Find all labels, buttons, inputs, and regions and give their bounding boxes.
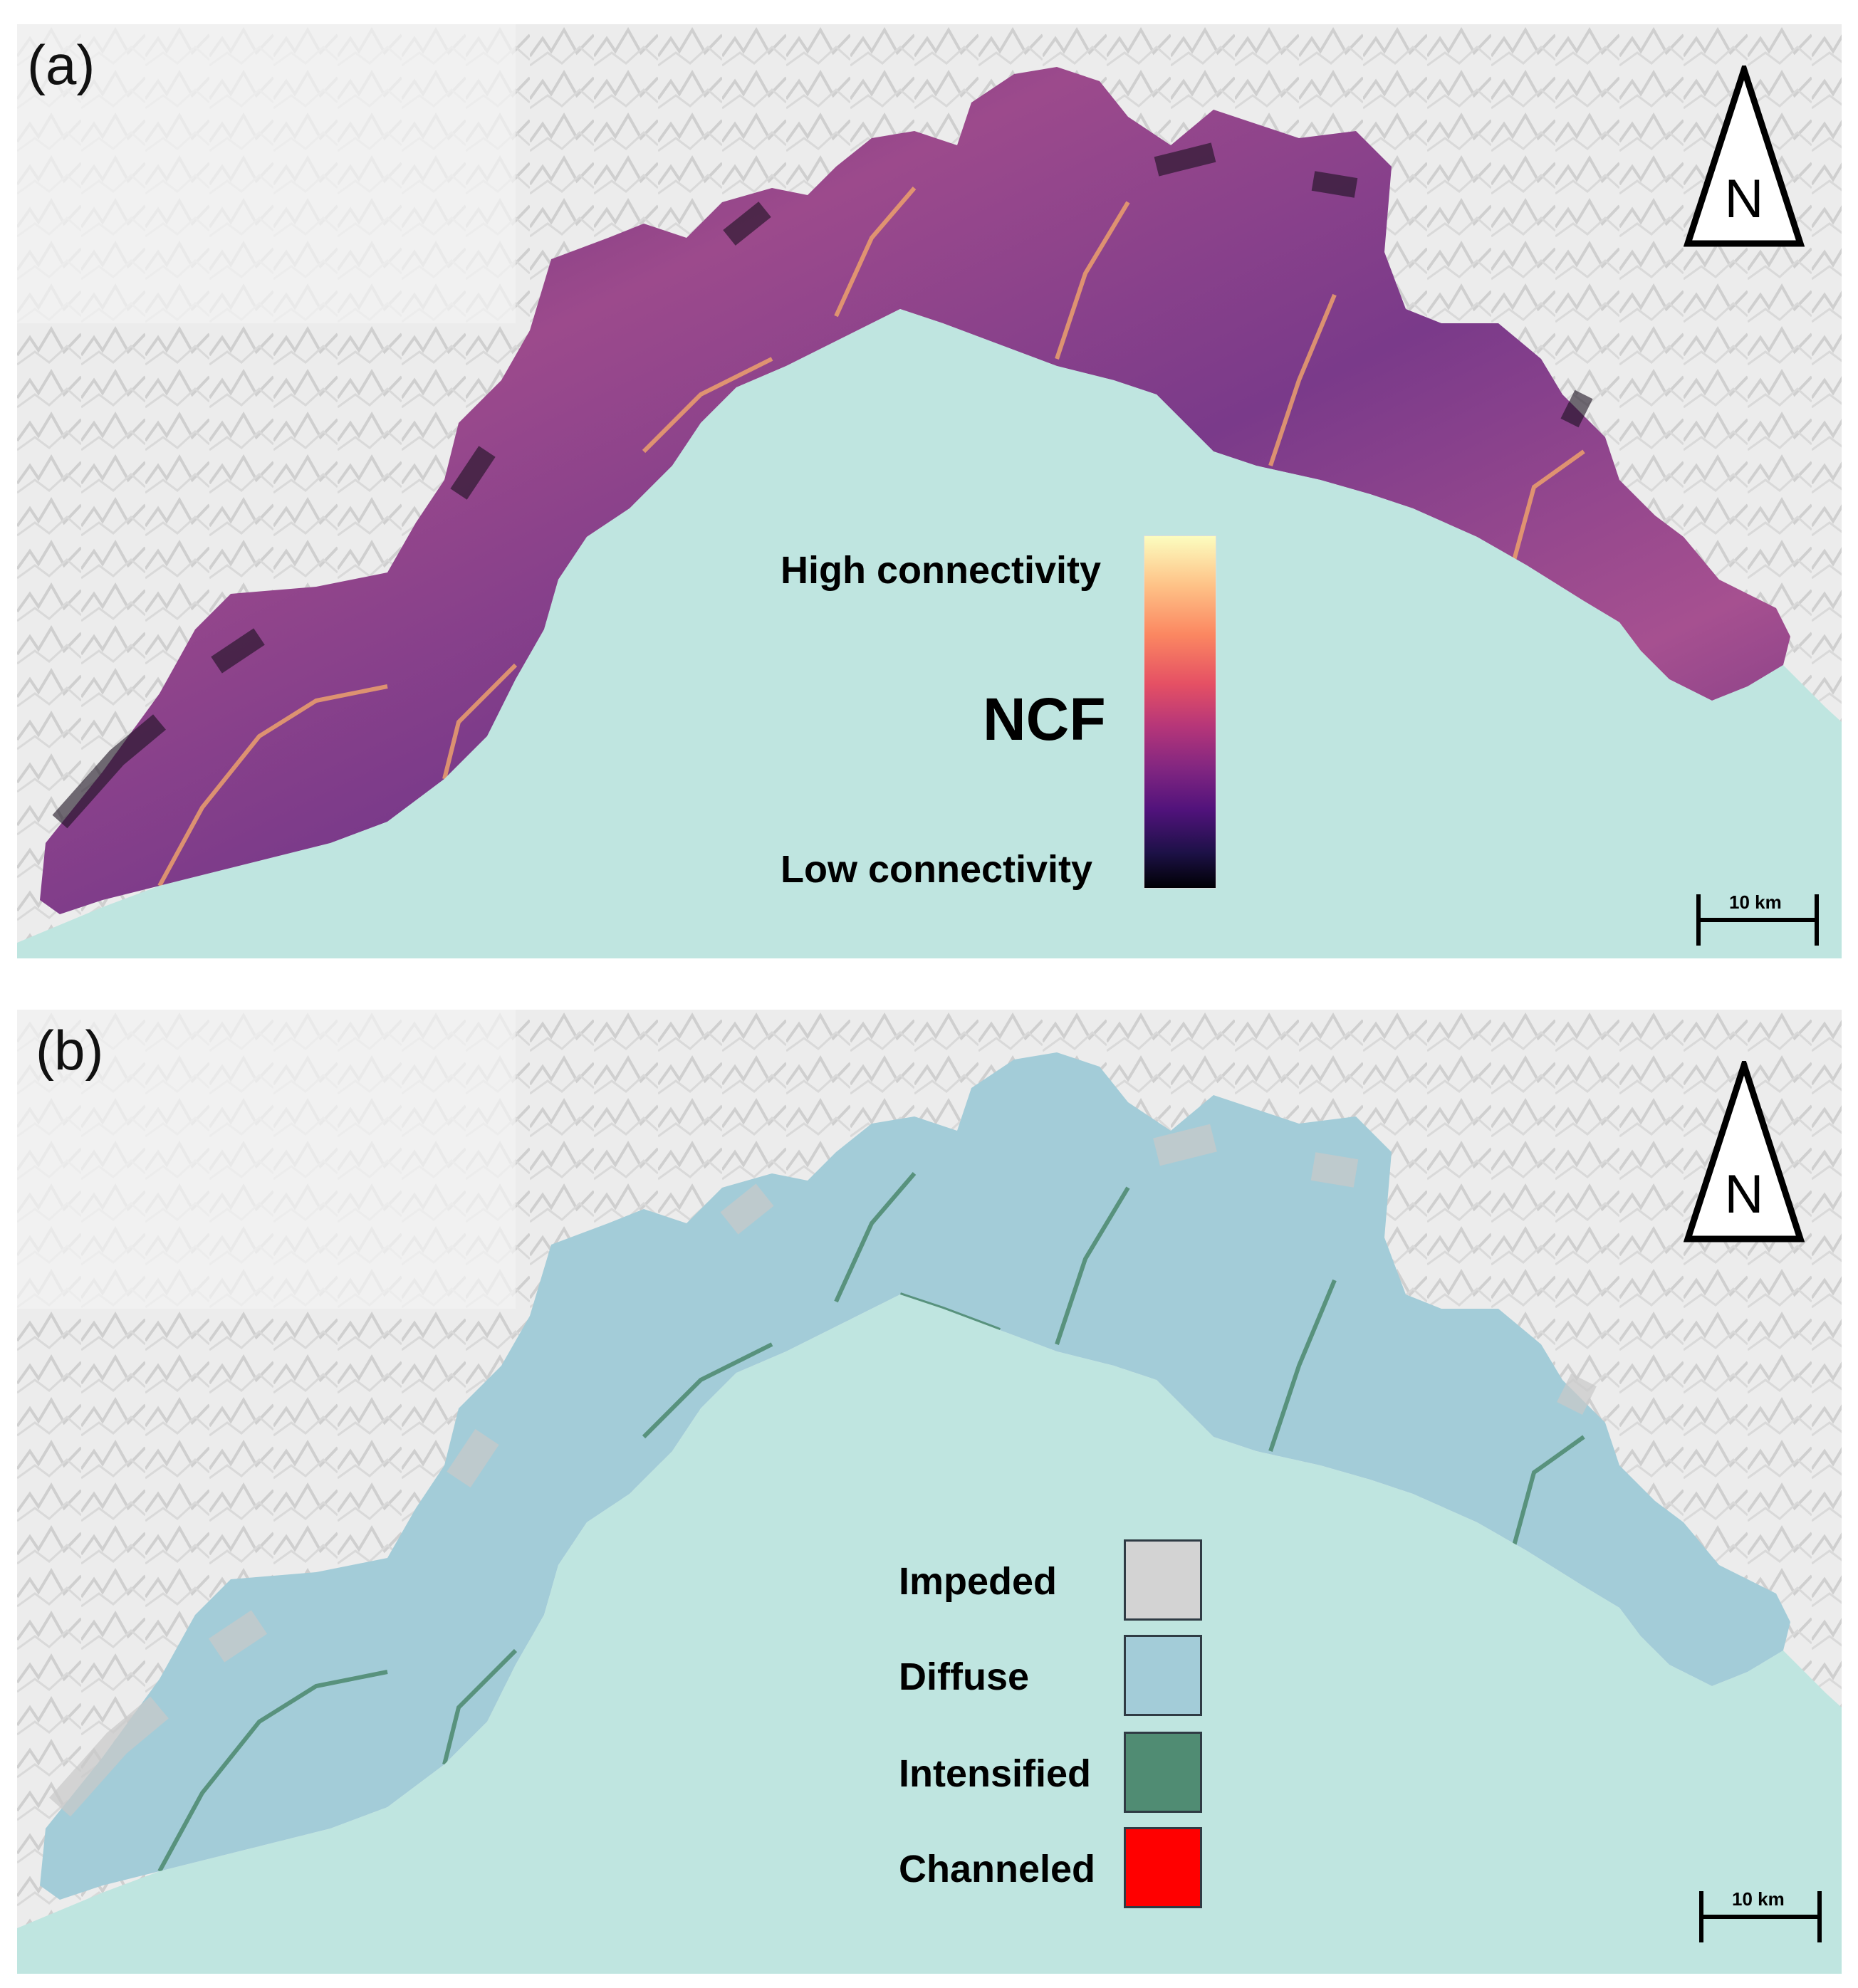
low-connectivity-patches — [52, 142, 1593, 829]
ncf-color-ramp — [1144, 535, 1216, 889]
scale-bar-b: 10 km — [1698, 1888, 1823, 1945]
legend-class-channeled: Channeled — [899, 1848, 1096, 1890]
north-arrow-icon — [1683, 1055, 1805, 1242]
map-panel-a — [17, 24, 1842, 958]
lowland-wash — [17, 24, 516, 323]
north-label-a: N — [1724, 169, 1764, 229]
map-b-canvas — [17, 1010, 1842, 1974]
swatch-diffuse — [1124, 1635, 1202, 1716]
scale-label-a: 10 km — [1729, 891, 1782, 913]
scale-bar-icon — [1699, 1891, 1822, 1942]
legend-high-label: High connectivity — [781, 549, 1102, 592]
swatch-channeled — [1124, 1827, 1202, 1908]
north-arrow-b: N — [1683, 1055, 1805, 1246]
map-a-canvas — [17, 24, 1842, 958]
impeded-patches — [49, 1124, 1597, 1817]
sea — [17, 309, 1842, 958]
legend-class-diffuse: Diffuse — [899, 1655, 1030, 1698]
scale-label-b: 10 km — [1732, 1888, 1785, 1910]
north-arrow-a: N — [1683, 59, 1805, 251]
north-label-b: N — [1724, 1164, 1764, 1225]
intensified-drainage — [157, 1172, 1585, 1873]
panel-label-b: (b) — [36, 1019, 104, 1082]
map-panel-b — [17, 1010, 1842, 1974]
swatch-intensified — [1124, 1732, 1202, 1813]
swatch-impeded — [1124, 1539, 1202, 1621]
scale-bar-a: 10 km — [1695, 891, 1820, 948]
lowland-wash — [17, 1010, 516, 1309]
legend-class-impeded: Impeded — [899, 1560, 1058, 1603]
scale-bar-icon — [1696, 894, 1819, 946]
legend-title: NCF — [983, 686, 1106, 753]
drainage-network-highlight — [157, 187, 1585, 887]
sea — [17, 1294, 1842, 1974]
north-arrow-icon — [1683, 59, 1805, 247]
legend-class-intensified: Intensified — [899, 1752, 1092, 1795]
panel-label-a: (a) — [27, 33, 95, 96]
legend-low-label: Low connectivity — [781, 848, 1093, 891]
